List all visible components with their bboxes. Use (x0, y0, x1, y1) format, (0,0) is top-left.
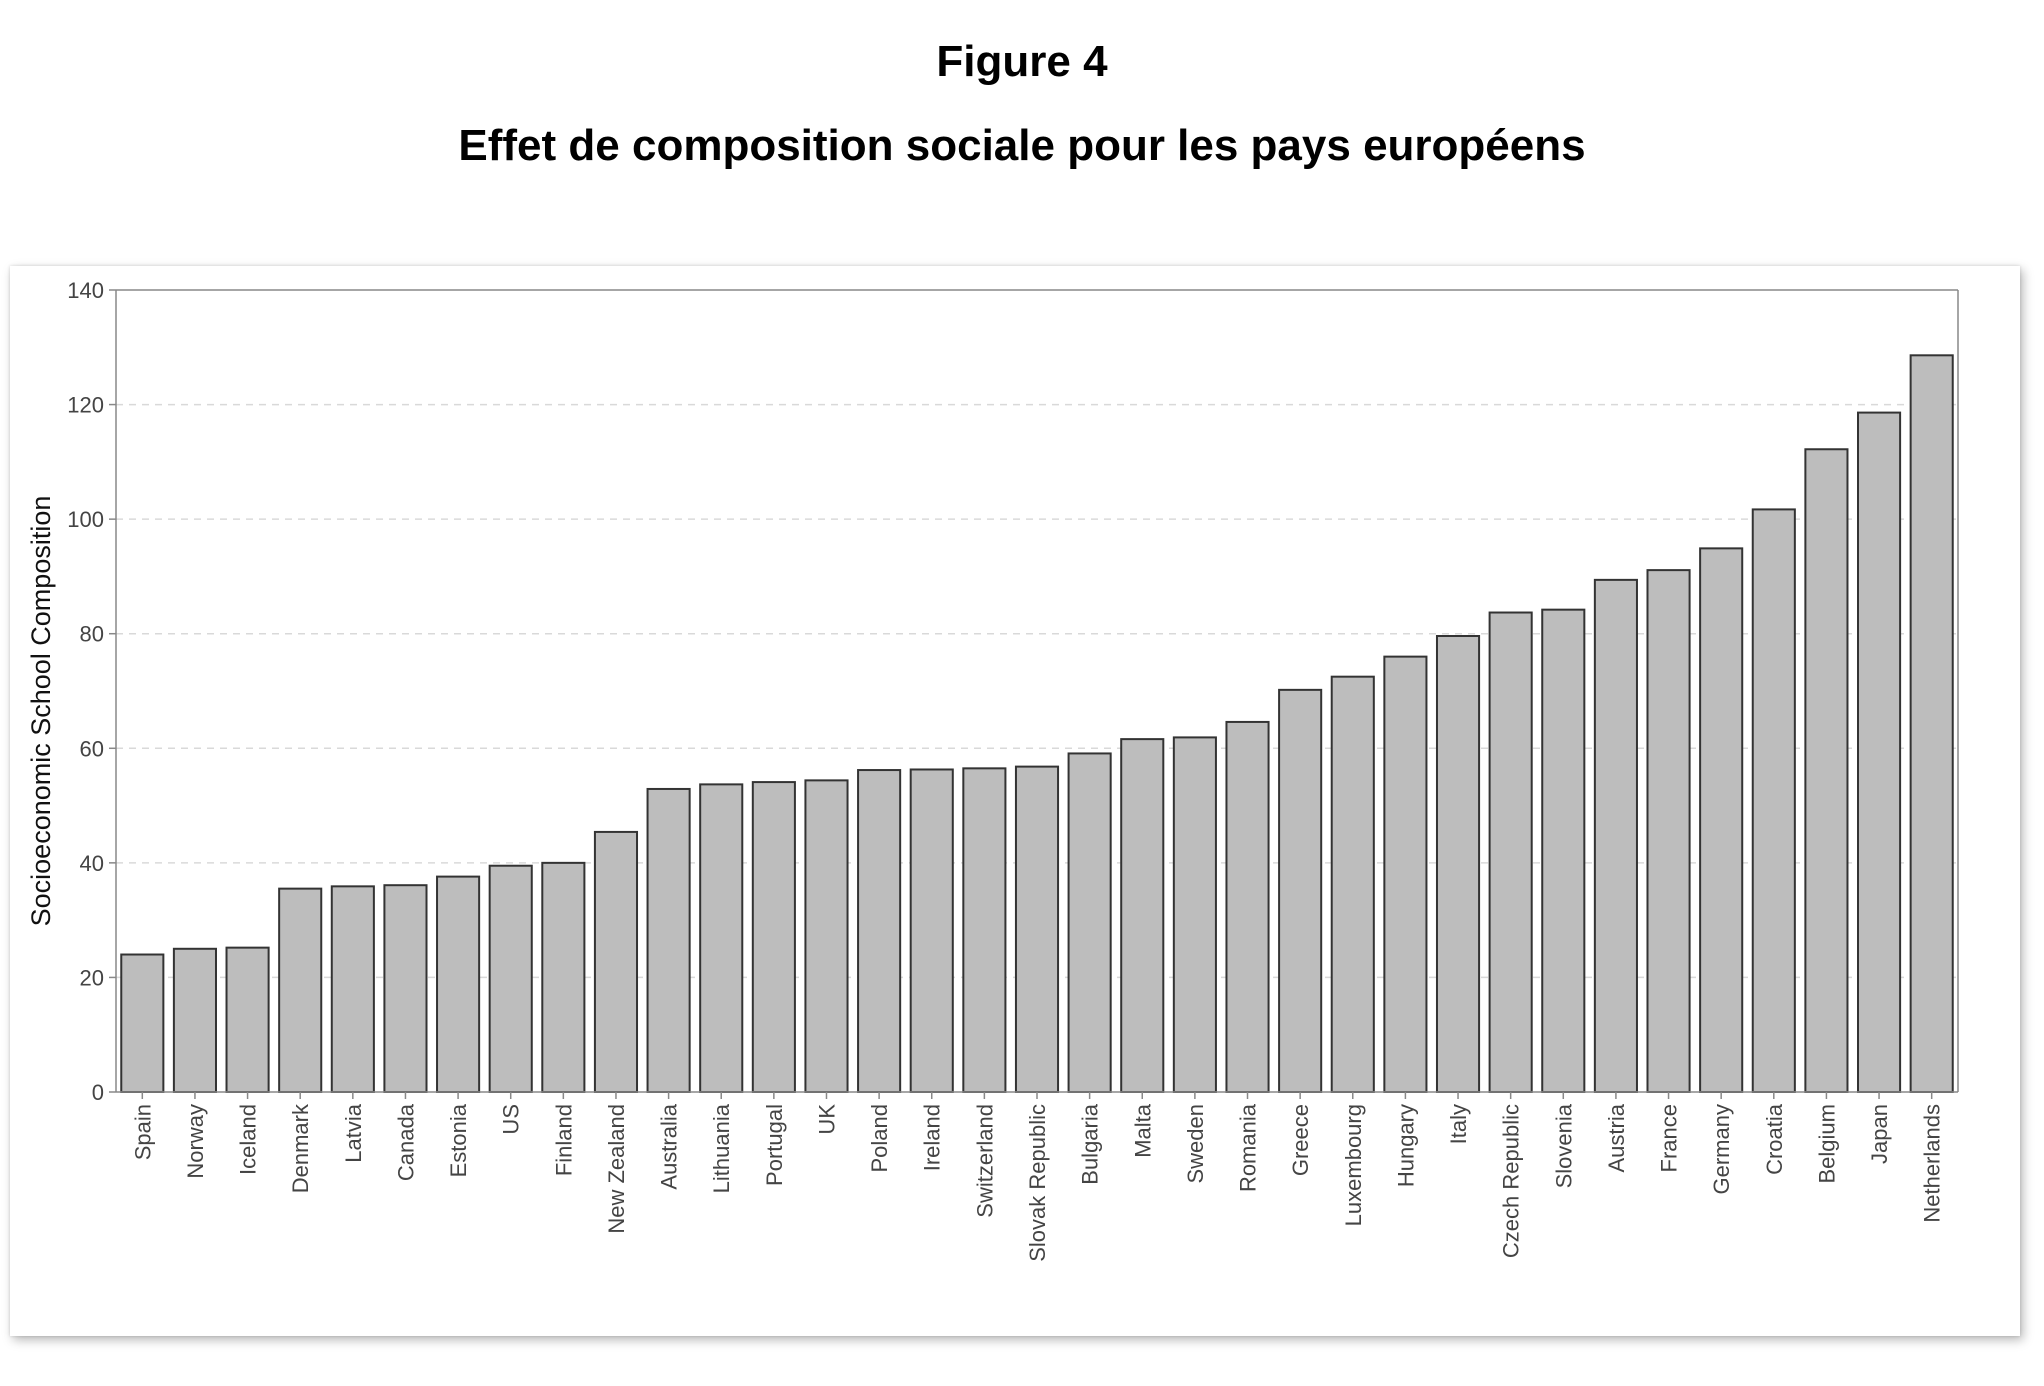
x-tick-label: Denmark (288, 1103, 313, 1193)
x-tick-label: Italy (1446, 1104, 1471, 1144)
bar (436, 875, 481, 1093)
bar (1593, 578, 1638, 1093)
bars (120, 354, 1954, 1094)
x-tick-label: France (1657, 1104, 1682, 1172)
y-tick-label: 120 (67, 393, 104, 418)
bar (383, 884, 428, 1093)
y-tick-label: 80 (80, 622, 104, 647)
bar (1067, 752, 1112, 1093)
bar (593, 830, 639, 1093)
x-tick-label: Spain (130, 1104, 155, 1160)
x-tick-labels: Spain Norway Iceland Denmark Latvia Canada Est… (130, 1103, 1944, 1262)
x-tick-label: Malta (1130, 1103, 1155, 1158)
x-tick-label: Sweden (1183, 1104, 1208, 1184)
bar (1488, 611, 1533, 1093)
axes (109, 289, 1959, 1099)
bar (172, 947, 217, 1093)
y-tick-label: 40 (80, 851, 104, 876)
x-tick-label: Canada (393, 1103, 418, 1181)
x-tick-label: Czech Republic (1499, 1104, 1524, 1258)
bar (278, 887, 323, 1094)
bar (1541, 608, 1586, 1093)
bar (120, 953, 165, 1093)
bar (1804, 448, 1849, 1094)
x-tick-label: Germany (1709, 1104, 1734, 1194)
y-tick-label: 140 (67, 278, 104, 303)
bar (225, 946, 270, 1094)
bar (1014, 765, 1060, 1093)
bar (1909, 354, 1954, 1093)
x-tick-label: Lithuania (709, 1103, 734, 1193)
y-axis-title: Socioeconomic School Composition (26, 496, 56, 927)
bar (804, 779, 849, 1093)
x-tick-label: Slovak Republic (1025, 1104, 1050, 1262)
bar (646, 787, 691, 1093)
x-tick-label: Netherlands (1920, 1104, 1945, 1223)
x-tick-label: Croatia (1762, 1103, 1787, 1175)
x-tick-label: Portugal (762, 1104, 787, 1186)
bar-chart: 0 20 40 60 80 100 120 140 Spain Norway Iceland Den… (26, 278, 1959, 1262)
x-tick-label: Switzerland (972, 1104, 997, 1218)
bar (330, 885, 375, 1094)
x-tick-label: Finland (551, 1104, 576, 1176)
bar (962, 767, 1007, 1093)
x-tick-label: Japan (1867, 1104, 1892, 1164)
figure-subtitle: Effet de composition sociale pour les pa… (458, 121, 1586, 170)
x-tick-label: UK (814, 1104, 839, 1135)
y-tick-label: 60 (80, 736, 104, 761)
y-tick-label: 20 (80, 965, 104, 990)
x-tick-label: Iceland (236, 1104, 261, 1175)
x-tick-label: Australia (657, 1103, 682, 1189)
bar (1383, 655, 1428, 1093)
bar (488, 864, 533, 1093)
bar (1120, 738, 1165, 1093)
x-tick-label: Bulgaria (1078, 1103, 1103, 1184)
bar (1435, 635, 1481, 1093)
y-tick-labels: 0 20 40 60 80 100 120 140 (67, 278, 104, 1105)
figure-title: Figure 4 (936, 37, 1108, 86)
bar (1646, 569, 1691, 1093)
bar (1330, 675, 1375, 1093)
x-tick-label: Austria (1604, 1103, 1629, 1172)
x-tick-label: New Zealand (604, 1104, 629, 1234)
x-tick-label: Belgium (1814, 1104, 1839, 1183)
bar (1278, 688, 1323, 1093)
bar (857, 769, 902, 1093)
bar (1699, 547, 1744, 1093)
chart-panel: 0 20 40 60 80 100 120 140 Spain Norway Iceland Den… (10, 266, 2020, 1336)
y-tick-label: 100 (67, 507, 104, 532)
bar (541, 861, 586, 1093)
bar (1751, 508, 1796, 1093)
x-tick-label: US (499, 1104, 524, 1135)
bar (909, 768, 954, 1093)
x-tick-label: Romania (1236, 1103, 1261, 1192)
bar (1857, 411, 1902, 1093)
bar (1172, 736, 1217, 1093)
x-tick-label: Norway (183, 1104, 208, 1179)
x-tick-label: Hungary (1393, 1104, 1418, 1187)
x-tick-label: Latvia (341, 1103, 366, 1162)
x-tick-label: Ireland (920, 1104, 945, 1171)
x-tick-label: Greece (1288, 1104, 1313, 1176)
bar (751, 781, 796, 1093)
y-tick-label: 0 (92, 1080, 104, 1105)
x-tick-label: Poland (867, 1104, 892, 1173)
x-tick-label: Estonia (446, 1103, 471, 1177)
x-tick-label: Slovenia (1551, 1103, 1576, 1188)
bar (1225, 720, 1270, 1093)
x-tick-label: Luxembourg (1341, 1104, 1366, 1226)
bar (699, 783, 744, 1094)
